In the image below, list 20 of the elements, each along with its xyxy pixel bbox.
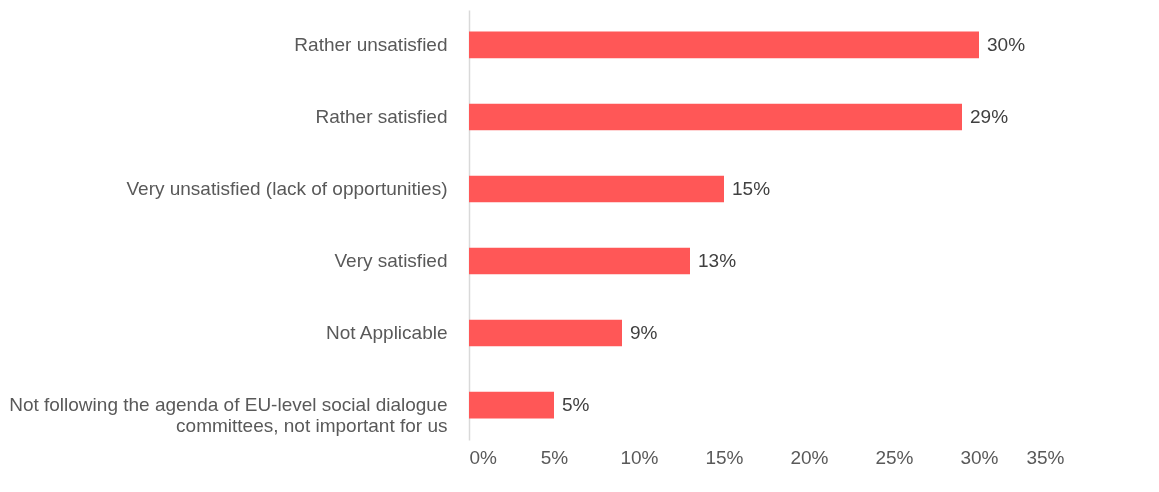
x-tick-label: 0% [469,446,498,468]
data-label: 29% [970,105,1009,127]
data-label: 13% [698,250,737,272]
x-tick-label: 15% [705,446,744,468]
x-tick-label: 35% [1026,446,1065,468]
data-label: 5% [562,394,590,416]
x-tick-label: 5% [540,446,569,468]
y-tick-label: Very unsatisfied (lack of opportunities) [126,177,448,199]
x-tick-label: 10% [620,446,659,468]
x-tick-label: 30% [960,446,999,468]
data-label: 9% [630,322,658,344]
y-tick-label: Not Applicable [326,322,448,344]
x-tick-label: 25% [875,446,914,468]
y-tick-label: Rather unsatisfied [294,33,448,55]
y-tick-label: Very satisfied [334,250,448,272]
x-tick-label: 20% [790,446,829,468]
data-label: 30% [987,33,1026,55]
y-tick-label: Not following the agenda of EU-level social dialogue committees, not important for us [9,394,448,437]
y-tick-label: Rather satisfied [315,105,448,127]
data-label: 15% [732,177,771,199]
